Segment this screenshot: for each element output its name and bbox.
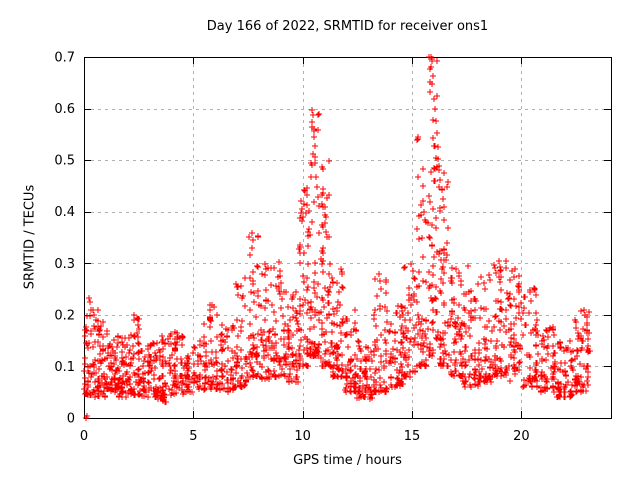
chart-title: Day 166 of 2022, SRMTID for receiver ons… [206, 19, 489, 34]
svg-text:20: 20 [513, 429, 530, 444]
svg-text:0: 0 [67, 412, 75, 427]
svg-text:0.5: 0.5 [54, 154, 75, 169]
y-axis-label: SRMTID / TECUs [22, 184, 38, 290]
tick-labels: 0 5 10 15 20 0 0.1 0.2 0.3 0.4 0.5 0.6 0.7 [54, 51, 529, 445]
svg-text:0.6: 0.6 [54, 102, 75, 117]
scatter-points [81, 54, 593, 421]
svg-text:15: 15 [404, 429, 421, 444]
svg-text:0.2: 0.2 [54, 308, 75, 323]
svg-text:0.4: 0.4 [54, 205, 75, 220]
svg-text:10: 10 [294, 429, 311, 444]
plot-border [84, 57, 612, 419]
x-axis-label: GPS time / hours [293, 453, 402, 468]
svg-text:0: 0 [80, 429, 88, 444]
svg-text:0.7: 0.7 [54, 51, 75, 66]
svg-text:5: 5 [189, 429, 197, 444]
svg-text:0.1: 0.1 [54, 360, 75, 375]
svg-text:0.3: 0.3 [54, 257, 75, 272]
